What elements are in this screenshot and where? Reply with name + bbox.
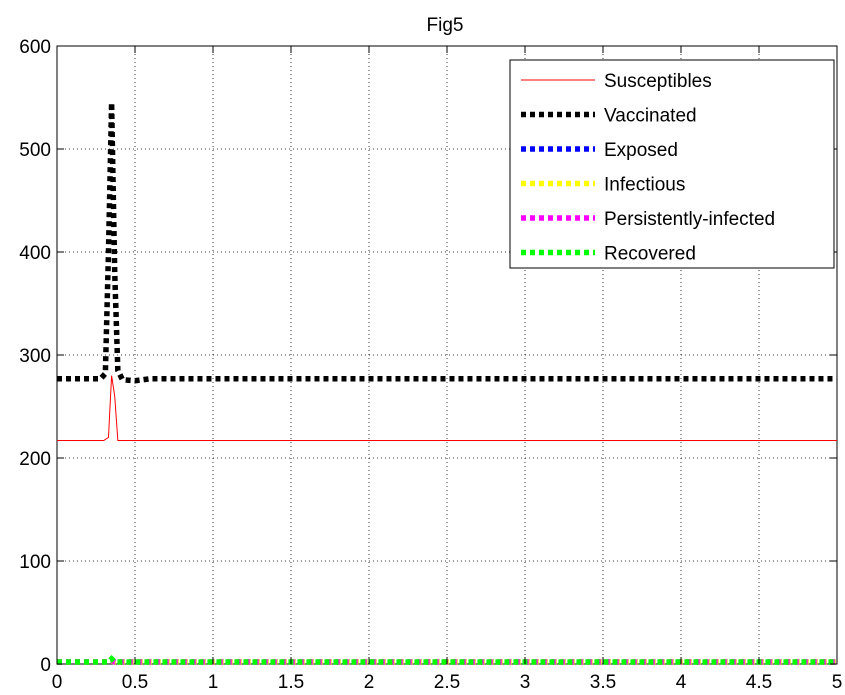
x-tick-label: 1.5 bbox=[278, 672, 304, 693]
y-tick-label: 600 bbox=[19, 37, 51, 58]
x-tick-label: 3.5 bbox=[590, 672, 616, 693]
legend-label: Recovered bbox=[604, 244, 696, 265]
x-tick-label: 3 bbox=[520, 672, 531, 693]
legend-label: Exposed bbox=[604, 140, 678, 161]
legend-label: Infectious bbox=[604, 175, 685, 196]
chart-title: Fig5 bbox=[427, 15, 464, 36]
x-tick-label: 4.5 bbox=[746, 672, 772, 693]
y-tick-label: 100 bbox=[19, 552, 51, 573]
x-tick-label: 0 bbox=[52, 672, 63, 693]
legend-label: Susceptibles bbox=[604, 71, 712, 92]
y-tick-label: 300 bbox=[19, 346, 51, 367]
y-tick-label: 400 bbox=[19, 243, 51, 264]
y-tick-label: 0 bbox=[40, 655, 51, 676]
x-tick-label: 1 bbox=[208, 672, 219, 693]
x-tick-label: 4 bbox=[676, 672, 687, 693]
x-tick-label: 2.5 bbox=[434, 672, 460, 693]
series-layer bbox=[57, 102, 837, 665]
legend-label: Vaccinated bbox=[604, 106, 697, 127]
series-line-recovered bbox=[57, 654, 837, 665]
y-tick-label: 500 bbox=[19, 140, 51, 161]
tick-layer: 0 0.5 1 1.5 2 2.5 3 3.5 4 4.5 5 0 100 200 300 400 500 600 bbox=[19, 37, 842, 693]
x-tick-label: 0.5 bbox=[122, 672, 148, 693]
legend-box bbox=[509, 59, 835, 269]
legend-label: Persistently-infected bbox=[604, 209, 775, 230]
y-tick-label: 200 bbox=[19, 449, 51, 470]
legend: Susceptibles Vaccinated Exposed Infectious P… bbox=[509, 59, 835, 269]
series-line-susceptibles bbox=[57, 375, 837, 441]
series-line-vaccinated bbox=[57, 102, 837, 384]
x-tick-label: 2 bbox=[364, 672, 375, 693]
x-tick-label: 5 bbox=[832, 672, 843, 693]
